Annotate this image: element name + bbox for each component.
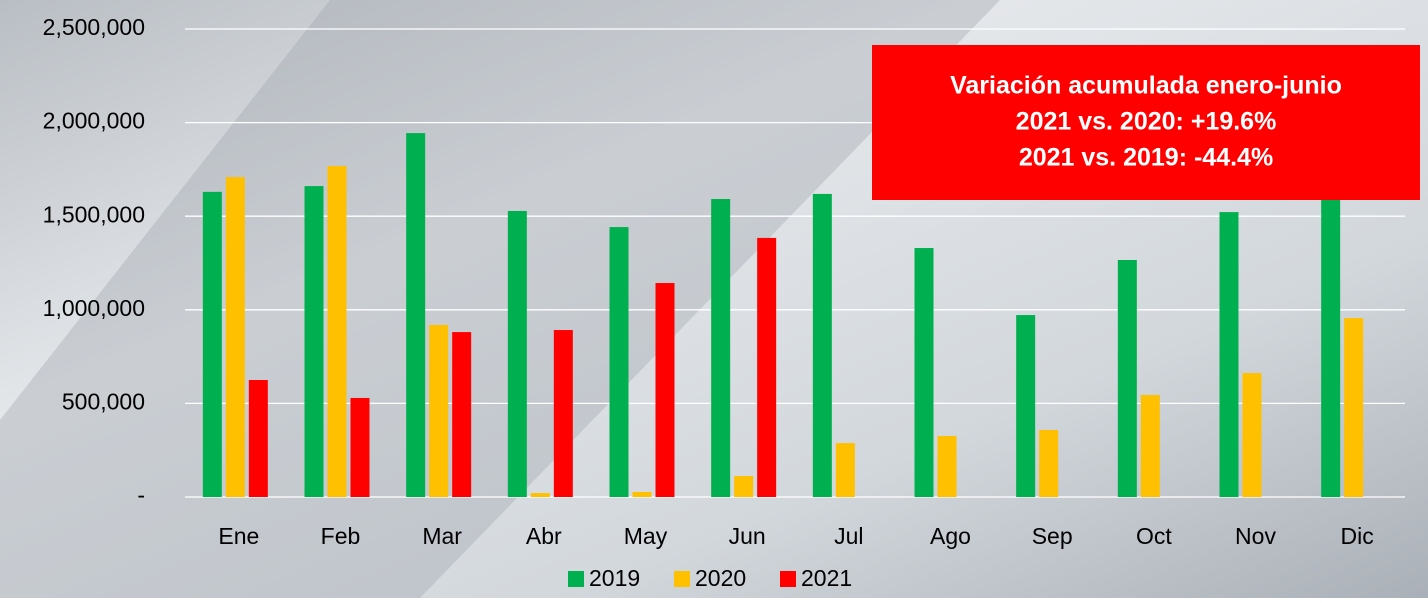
y-tick-label: - <box>137 482 145 508</box>
bar <box>633 492 652 497</box>
bar <box>1141 395 1160 497</box>
bar <box>226 177 245 497</box>
bar <box>938 436 957 497</box>
bar <box>711 199 730 497</box>
bar <box>915 248 934 497</box>
legend-swatch <box>780 571 796 587</box>
y-tick-label: 1,000,000 <box>43 295 145 321</box>
annotation-text: 2021 vs. 2019: -44.4% <box>1019 144 1273 172</box>
x-tick-label: Jun <box>729 523 766 549</box>
x-tick-label: Sep <box>1032 523 1073 549</box>
bar <box>1344 318 1363 497</box>
bar <box>452 332 471 497</box>
x-tick-label: May <box>624 523 668 549</box>
bar <box>1220 212 1239 497</box>
bar <box>836 443 855 497</box>
x-tick-label: Oct <box>1136 523 1172 549</box>
bar <box>554 330 573 497</box>
x-tick-label: Jul <box>834 523 863 549</box>
bar <box>1016 315 1035 497</box>
bar <box>757 238 776 497</box>
bar <box>1039 430 1058 497</box>
annotation-text: Variación acumulada enero-junio <box>950 72 1342 100</box>
bar <box>508 211 527 497</box>
bar <box>1243 373 1262 497</box>
y-tick-label: 2,000,000 <box>43 108 145 134</box>
bar <box>734 476 753 497</box>
annotation-text: 2021 vs. 2020: +19.6% <box>1016 108 1277 136</box>
bar <box>305 186 324 497</box>
bar <box>1118 260 1137 497</box>
x-tick-label: Ago <box>930 523 971 549</box>
bar <box>351 398 370 497</box>
bar <box>328 166 347 497</box>
bar <box>813 194 832 497</box>
legend-label: 2019 <box>589 565 640 591</box>
bar <box>249 380 268 497</box>
chart: - 500,000 1,000,000 1,500,000 2,000,000 2,500… <box>0 0 1428 598</box>
x-tick-label: Feb <box>321 523 361 549</box>
y-tick-label: 2,500,000 <box>43 14 145 40</box>
bar <box>203 192 222 497</box>
x-tick-label: Mar <box>422 523 462 549</box>
bar <box>406 133 425 497</box>
y-tick-label: 1,500,000 <box>43 201 145 227</box>
x-tick-label: Nov <box>1235 523 1276 549</box>
x-tick-label: Dic <box>1341 523 1374 549</box>
y-tick-label: 500,000 <box>62 388 145 414</box>
legend-label: 2021 <box>801 565 852 591</box>
legend-label: 2020 <box>695 565 746 591</box>
bar <box>610 227 629 497</box>
x-tick-label: Abr <box>526 523 562 549</box>
bar <box>656 283 675 497</box>
x-tick-label: Ene <box>218 523 259 549</box>
legend-swatch <box>674 571 690 587</box>
bar <box>429 325 448 497</box>
bar <box>1321 190 1340 497</box>
bar <box>531 493 550 497</box>
legend-swatch <box>568 571 584 587</box>
